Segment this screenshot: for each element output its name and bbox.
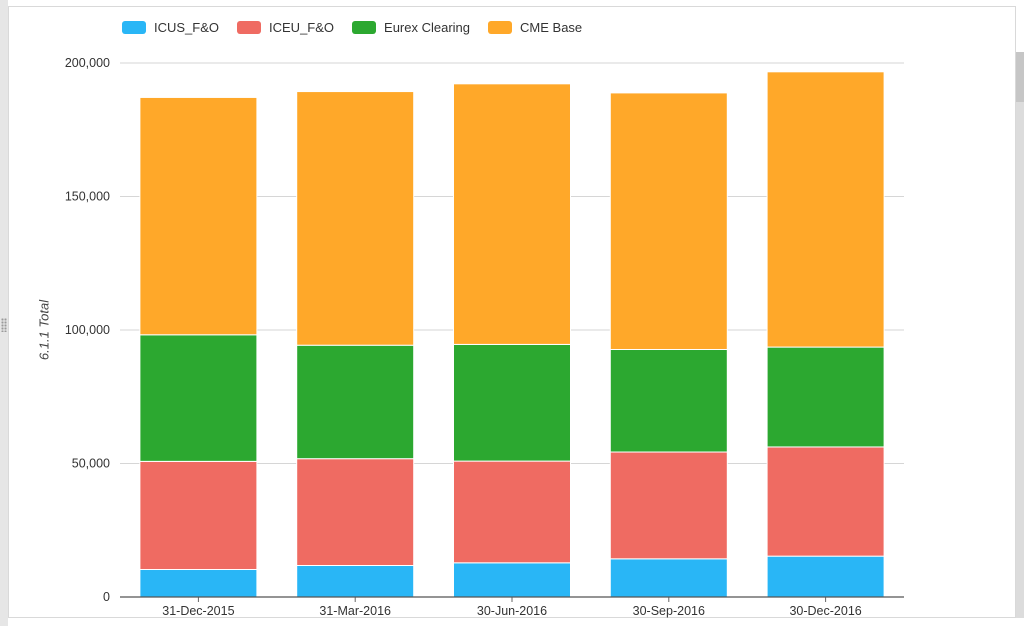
legend-item[interactable]: ICUS_F&O	[122, 20, 219, 35]
bar-segment	[453, 83, 571, 345]
bar-segment	[609, 558, 728, 598]
x-tick-label: 30-Dec-2016	[789, 604, 861, 618]
bar-segment	[609, 451, 728, 560]
x-tick-label: 30-Sep-2016	[633, 604, 705, 618]
x-tick-label: 31-Dec-2015	[162, 604, 234, 618]
bar-segment	[296, 458, 415, 566]
bar-segment	[453, 343, 571, 462]
bar-segment	[296, 344, 415, 460]
x-tick-label: 31-Mar-2016	[319, 604, 391, 618]
bar-segment	[139, 334, 258, 462]
bar-segment	[296, 564, 415, 598]
x-tick-label: 30-Jun-2016	[477, 604, 547, 618]
legend-item[interactable]: CME Base	[488, 20, 582, 35]
legend-swatch	[488, 20, 513, 34]
bar-segment	[609, 348, 728, 453]
scrollbar-thumb[interactable]	[1016, 52, 1024, 102]
y-tick-label: 0	[103, 590, 110, 604]
bar-segment	[139, 460, 258, 570]
bar-segment	[139, 96, 258, 336]
legend-label: Eurex Clearing	[384, 19, 471, 35]
bar-segment	[609, 92, 728, 350]
y-tick-label: 200,000	[65, 56, 110, 70]
bar-segment	[453, 562, 571, 598]
bar-segment	[139, 568, 258, 598]
bar-segment	[766, 346, 885, 448]
legend-label: ICEU_F&O	[269, 19, 335, 35]
bar-segment	[766, 555, 885, 598]
left-panel-edge	[0, 0, 8, 626]
bar-segment	[453, 460, 571, 564]
legend-swatch	[352, 20, 377, 34]
legend-item[interactable]: ICEU_F&O	[237, 20, 334, 35]
resize-handle-icon[interactable]	[1, 318, 7, 332]
scrollbar-track[interactable]	[1016, 52, 1024, 618]
legend-label: CME Base	[520, 19, 583, 35]
legend-swatch	[237, 20, 262, 34]
bar-segment	[296, 91, 415, 346]
y-tick-label: 150,000	[65, 190, 110, 204]
legend-item[interactable]: Eurex Clearing	[352, 20, 470, 35]
bar-segment	[766, 71, 885, 348]
bar-segment	[766, 446, 885, 557]
y-tick-label: 50,000	[72, 457, 110, 471]
chart-legend: ICUS_F&O ICEU_F&O Eurex Clearing CME Base	[122, 18, 600, 36]
y-tick-label: 100,000	[65, 323, 110, 337]
legend-swatch	[122, 20, 146, 34]
legend-label: ICUS_F&O	[154, 19, 220, 35]
